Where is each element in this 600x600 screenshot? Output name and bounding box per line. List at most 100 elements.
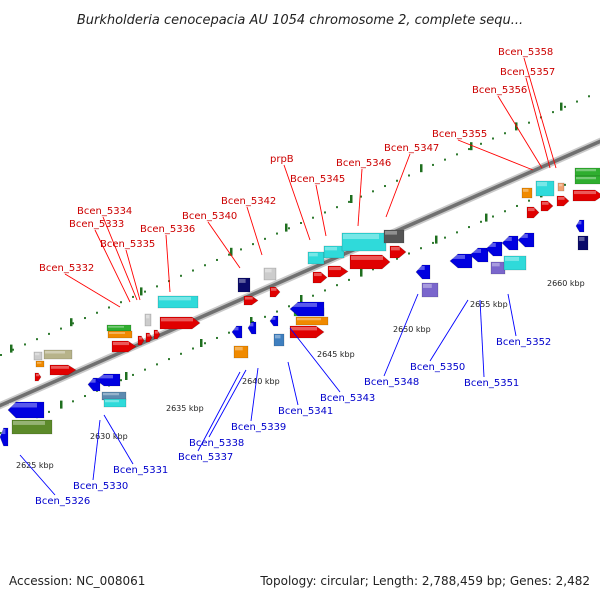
gene-highlight [155, 331, 159, 334]
gene-feature-box [273, 333, 285, 347]
forward-tick [350, 195, 353, 203]
reverse-guide-dot [288, 305, 290, 308]
forward-callout-line [525, 77, 551, 169]
reverse-guide-dot [228, 331, 230, 334]
forward-guide-dot [192, 269, 194, 272]
scale-tick-label: 2630 kbp [90, 432, 128, 441]
gene-highlight [159, 297, 191, 301]
forward-gene-arrow [389, 245, 407, 259]
forward-gene-arrow [572, 189, 600, 202]
forward-callout-line [94, 229, 131, 303]
forward-callout-line [125, 249, 141, 301]
gene-highlight [233, 327, 239, 331]
reverse-gene-arrow [415, 264, 431, 280]
gene-highlight [109, 332, 125, 334]
reverse-callout-line [208, 369, 247, 438]
gene-highlight [528, 208, 535, 212]
forward-callout-line [102, 216, 138, 301]
reverse-gene-label: Bcen_5330 [73, 481, 128, 492]
reverse-callout-line [289, 327, 341, 393]
reverse-tick [360, 268, 363, 277]
forward-guide-dot [564, 105, 566, 108]
gene-feature-box [574, 167, 600, 177]
forward-guide-dot [156, 285, 158, 288]
reverse-callout-line [197, 371, 241, 452]
gene-highlight [523, 189, 529, 192]
gene-highlight [1, 429, 6, 435]
gene-feature-box [43, 349, 73, 360]
forward-guide-dot [300, 222, 302, 224]
reverse-callout-line [383, 293, 419, 377]
forward-guide-dot [312, 216, 314, 219]
forward-gene-arrow [111, 340, 137, 353]
forward-tick [140, 287, 143, 296]
reverse-gene-label: Bcen_5326 [35, 496, 90, 507]
forward-tick [230, 247, 233, 256]
forward-guide-dot [504, 132, 506, 135]
gene-highlight [574, 191, 596, 195]
reverse-callout-line [287, 361, 299, 406]
forward-callout-line [315, 184, 327, 237]
forward-callout-line [165, 234, 171, 293]
forward-gene-label: Bcen_5347 [384, 143, 439, 154]
reverse-tick [60, 400, 63, 409]
reverse-guide-dot [372, 268, 374, 271]
forward-guide-dot [240, 248, 242, 251]
gene-feature-box [237, 277, 251, 293]
gene-feature-box [233, 345, 249, 359]
forward-gene-arrow [49, 364, 77, 376]
forward-gene-label: Bcen_5340 [182, 211, 237, 222]
reverse-gene-label: Bcen_5348 [364, 377, 419, 388]
gene-highlight [36, 374, 40, 377]
forward-gene-arrow [145, 332, 153, 343]
forward-gene-arrow [526, 206, 540, 219]
forward-tick [470, 142, 473, 151]
reverse-gene-label: Bcen_5341 [278, 406, 333, 417]
gene-highlight [89, 379, 96, 383]
reverse-gene-label: Bcen_5337 [178, 452, 233, 463]
reverse-guide-dot [216, 336, 218, 339]
reverse-callout-line [479, 299, 485, 378]
forward-callout-line [246, 206, 263, 256]
reverse-guide-dot [48, 410, 50, 413]
scale-tick-label: 2645 kbp [317, 350, 355, 359]
reverse-gene-label: Bcen_5343 [320, 393, 375, 404]
forward-callout-line [283, 164, 311, 241]
gene-highlight [559, 184, 563, 187]
forward-gene-label: Bcen_5345 [290, 174, 345, 185]
reverse-gene-label: Bcen_5350 [410, 362, 465, 373]
reverse-gene-label: Bcen_5338 [189, 438, 244, 449]
forward-guide-dot [204, 264, 206, 267]
reverse-guide-dot [396, 257, 398, 260]
gene-feature-box [521, 187, 533, 199]
gene-highlight [542, 202, 549, 205]
gene-feature-box [323, 245, 345, 259]
gene-highlight [249, 323, 254, 327]
gene-highlight [487, 243, 496, 247]
forward-guide-dot [324, 211, 326, 214]
forward-callout-line [357, 168, 363, 227]
forward-gene-arrow [159, 316, 201, 330]
forward-callout-line [207, 221, 241, 269]
reverse-guide-dot [348, 278, 350, 281]
forward-guide-dot [588, 95, 590, 98]
gene-highlight [275, 335, 281, 339]
gene-feature-box [35, 360, 45, 368]
gene-highlight [97, 375, 113, 379]
forward-guide-dot [480, 142, 482, 145]
gene-feature-box [535, 180, 555, 197]
reverse-guide-dot [180, 352, 182, 355]
reverse-gene-arrow [289, 301, 325, 317]
forward-gene-arrow [556, 195, 570, 207]
gene-highlight [146, 315, 150, 319]
gene-highlight [471, 249, 481, 253]
reverse-gene-arrow [469, 247, 489, 263]
reverse-guide-dot [276, 310, 278, 313]
reverse-tick [485, 213, 488, 222]
forward-guide-dot [96, 311, 98, 314]
reverse-callout-line [19, 454, 56, 496]
gene-highlight [108, 326, 124, 328]
forward-guide-dot [468, 148, 470, 151]
reverse-gene-label: Bcen_5339 [231, 422, 286, 433]
forward-guide-dot [132, 295, 134, 298]
